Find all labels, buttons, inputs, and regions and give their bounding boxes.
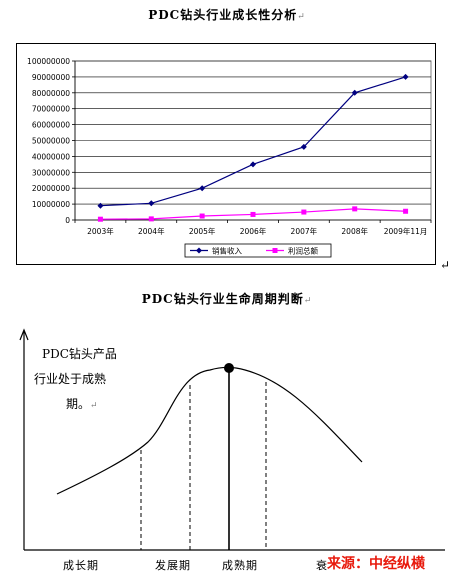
x-tick-label: 2008年 [341, 226, 368, 236]
series-1-point [351, 89, 358, 96]
growth-chart-frame: 0 10000000 20000000 30000000 40000000 5000000… [16, 43, 436, 265]
source-label: 来源：中经纵横 [327, 556, 425, 572]
legend-label: 利润总额 [288, 246, 318, 256]
annotation-line-2: 行业处于成熟 [34, 372, 107, 386]
series-2-point [403, 208, 409, 214]
series-2-point [199, 213, 205, 219]
y-axis-arrow [19, 328, 29, 341]
legend-label: 销售收入 [212, 246, 242, 256]
legend-swatch-marker [196, 247, 202, 254]
stage-decline: 衰 [316, 559, 328, 572]
series-2-point [352, 206, 358, 212]
series-1-point [97, 202, 104, 209]
y-tick-label: 90000000 [32, 73, 70, 82]
y-tick-label: 100000000 [27, 57, 70, 66]
lifecycle-curve [56, 366, 363, 495]
series-2-point [301, 209, 307, 215]
series-2-point [97, 216, 103, 222]
lifecycle-chart [19, 328, 445, 551]
series-1-point [402, 73, 409, 80]
y-tick-label: 10000000 [32, 200, 70, 209]
y-tick-label: 80000000 [32, 89, 70, 98]
y-tick-label: 40000000 [32, 152, 70, 161]
series-2-point [148, 216, 154, 222]
y-tick-label: 60000000 [32, 121, 70, 130]
stage-growth: 成长期 [63, 559, 99, 572]
y-tick-label: 20000000 [32, 184, 70, 193]
x-tick-label: 2003年 [87, 226, 114, 236]
x-tick-label: 2006年 [240, 226, 267, 236]
series-1-point [250, 161, 256, 168]
growth-chart: 0 10000000 20000000 30000000 40000000 5000000… [27, 57, 432, 258]
lifecycle-chart-title: PDC钻头行业生命周期判断↵ [141, 292, 313, 306]
paragraph-mark: ↵ [440, 258, 451, 272]
series-2-point [250, 211, 256, 217]
x-tick-label: 2009年11月 [384, 226, 428, 236]
series-1-point [300, 143, 307, 150]
growth-chart-title: PDC钻头行业成长性分析↵ [148, 8, 306, 22]
annotation-line-3: 期。↵ [66, 397, 98, 411]
x-tick-label: 2007年 [291, 226, 318, 236]
series-1-point [199, 185, 206, 192]
annotation-line-1: PDC钻头产品 [42, 347, 117, 361]
legend-box [184, 243, 332, 258]
x-tick-label: 2005年 [189, 226, 216, 236]
y-tick-label: 30000000 [32, 168, 70, 177]
y-tick-label: 0 [65, 216, 70, 225]
stage-maturity: 成熟期 [222, 559, 258, 572]
legend-swatch-marker [272, 248, 278, 253]
y-tick-label: 70000000 [32, 105, 70, 114]
peak-point [224, 363, 234, 373]
y-tick-label: 50000000 [32, 137, 70, 146]
series-1-point [148, 200, 155, 207]
stage-development: 发展期 [155, 559, 191, 572]
x-tick-label: 2004年 [138, 226, 165, 236]
